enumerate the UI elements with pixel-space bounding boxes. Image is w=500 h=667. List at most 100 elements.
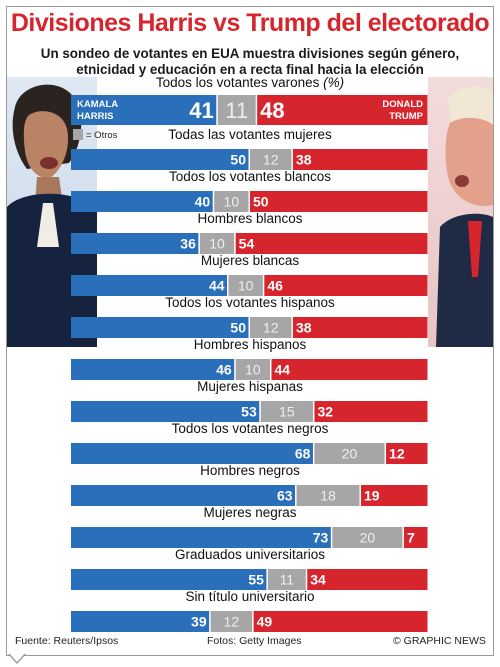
category-label: Hombres blancos [197, 211, 302, 226]
bar-trump [307, 569, 428, 590]
photo-credit: Fotos: Getty Images [207, 635, 302, 647]
data-label-others: 20 [360, 530, 376, 546]
bar-others [199, 233, 235, 254]
data-label-others: 18 [320, 488, 336, 504]
bar-harris [71, 569, 267, 590]
bar-trump [403, 527, 428, 548]
data-label-trump: 46 [267, 278, 283, 294]
data-label-others: 12 [263, 152, 279, 168]
data-label-trump: 12 [389, 446, 405, 462]
unit-label: (%) [319, 75, 344, 90]
category-label: Todos los votantes hispanos [165, 295, 335, 310]
bar-others [314, 443, 385, 464]
data-label-harris: 50 [230, 152, 246, 168]
bar-trump [360, 485, 428, 506]
bar-harris [71, 233, 199, 254]
trump-name-last: TRUMP [389, 111, 423, 122]
infographic-frame: Divisiones Harris vs Trump del electorad… [6, 6, 494, 656]
bar-trump [386, 443, 428, 464]
bar-others [210, 611, 253, 632]
data-label-harris: 55 [248, 572, 264, 588]
category-label: Mujeres blancas [201, 253, 300, 268]
bar-harris [71, 149, 249, 170]
bar-others [235, 359, 270, 380]
bar-harris [71, 527, 331, 548]
bar-trump [264, 275, 428, 296]
data-label-harris: 44 [209, 278, 225, 294]
data-label-trump: 50 [253, 194, 269, 210]
data-label-others: 10 [245, 362, 261, 378]
data-label-others: 10 [238, 278, 254, 294]
data-label-others: 10 [224, 194, 240, 210]
bar-harris [71, 275, 228, 296]
category-label: Sin título universitario [185, 589, 314, 604]
data-label-harris: 39 [191, 614, 207, 630]
legend-label-others: = Otros [86, 130, 118, 141]
bar-trump [292, 149, 428, 170]
data-label-harris: 46 [216, 362, 232, 378]
bar-harris [71, 95, 217, 125]
bar-harris [71, 611, 210, 632]
chart-subtitle: Un sondeo de votantes en EUA muestra div… [40, 46, 460, 77]
data-label-others: 15 [279, 404, 295, 420]
data-label-others: 20 [342, 446, 358, 462]
data-label-others: 10 [209, 236, 225, 252]
graphic-news-credit: © GRAPHIC NEWS [393, 635, 486, 647]
bar-harris [71, 443, 313, 464]
data-label-others: 11 [225, 98, 248, 123]
data-label-harris: 40 [195, 194, 211, 210]
data-label-trump: 7 [407, 530, 415, 546]
category-label: Todas las votantes mujeres [168, 127, 332, 142]
data-label-trump: 32 [317, 404, 333, 420]
data-label-trump: 19 [364, 488, 380, 504]
category-label: Hombres hispanos [194, 337, 307, 352]
harris-name-first: KAMALA [77, 99, 118, 110]
bar-others [267, 569, 306, 590]
bar-others [250, 317, 292, 338]
data-label-harris: 63 [277, 488, 293, 504]
trump-photo [428, 77, 493, 347]
bar-trump [253, 611, 428, 632]
data-label-others: 12 [224, 614, 240, 630]
data-label-harris: 73 [313, 530, 329, 546]
bar-others [332, 527, 403, 548]
bar-others [260, 401, 313, 422]
chart-title: Divisiones Harris vs Trump del electorad… [10, 9, 490, 37]
data-label-trump: 49 [257, 614, 273, 630]
category-label: Hombres negros [200, 463, 300, 478]
bar-others [228, 275, 263, 296]
data-label-trump: 48 [260, 98, 284, 123]
data-label-trump: 34 [310, 572, 326, 588]
category-label: Mujeres hispanas [197, 379, 303, 394]
bar-trump [257, 95, 428, 125]
category-label: Graduados universitarios [175, 547, 325, 562]
data-label-others: 11 [280, 572, 295, 588]
bar-trump [235, 233, 428, 254]
data-label-harris: 53 [241, 404, 257, 420]
bar-harris [71, 485, 296, 506]
data-label-others: 12 [263, 320, 279, 336]
category-label: Todos los votantes blancos [169, 169, 331, 184]
bar-harris [71, 359, 235, 380]
source-note: Fuente: Reuters/Ipsos [15, 635, 119, 647]
data-label-harris: 68 [295, 446, 311, 462]
data-label-trump: 54 [239, 236, 255, 252]
bar-others [214, 191, 249, 212]
category-label: Mujeres negras [203, 505, 296, 520]
data-label-harris: 50 [230, 320, 246, 336]
trump-name-first: DONALD [382, 99, 423, 110]
data-label-trump: 38 [296, 152, 312, 168]
data-label-trump: 44 [274, 362, 290, 378]
harris-name-last: HARRIS [77, 111, 113, 122]
bar-harris [71, 191, 213, 212]
bar-harris [71, 317, 249, 338]
data-label-harris: 36 [180, 236, 196, 252]
bar-others [217, 95, 256, 125]
bar-others [296, 485, 360, 506]
data-label-trump: 38 [296, 320, 312, 336]
bar-others [250, 149, 292, 170]
bar-trump [314, 401, 428, 422]
bar-trump [292, 317, 428, 338]
bar-trump [271, 359, 428, 380]
category-label: Todos los votantes negros [172, 421, 329, 436]
